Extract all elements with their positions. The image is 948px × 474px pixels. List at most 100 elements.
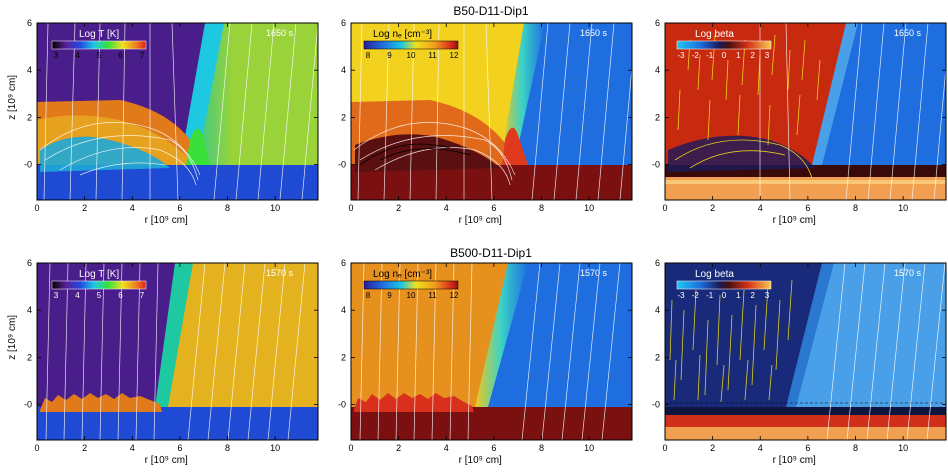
time-label: 1570 s	[580, 268, 608, 278]
x-tick-label: 2	[396, 443, 401, 453]
x-tick-label: 4	[758, 443, 763, 453]
y-tick-label: 4	[655, 305, 660, 315]
x-tick-label: 10	[270, 443, 280, 453]
colorbar-tick-label: 7	[140, 291, 145, 300]
colorbar-tick-label: 7	[140, 51, 145, 60]
y-tick-label: 2	[655, 112, 660, 122]
x-tick-label: 8	[853, 443, 858, 453]
colorbar-title: Log nₑ [cm⁻³]	[373, 29, 432, 40]
row-title-2: B500-D11-Dip1	[450, 246, 532, 260]
colorbar-tick-label: 1	[736, 51, 741, 60]
x-tick-label: 8	[539, 203, 544, 213]
colorbar-row2-density: Log nₑ [cm⁻³] 8 9 10 11 12	[363, 269, 459, 300]
y-tick-label: 4	[341, 305, 346, 315]
x-tick-label: 6	[805, 203, 810, 213]
x-tick-label: 2	[710, 203, 715, 213]
colorbar-title: Log nₑ [cm⁻³]	[373, 269, 432, 280]
x-tick-label: 10	[584, 203, 594, 213]
colorbar-tick-label: -2	[692, 51, 700, 60]
colorbar-tick-label: 10	[407, 51, 416, 60]
colorbar-row2-temperature: Log T [K] 3 4 5 6 7	[51, 269, 147, 300]
y-tick-label: -0	[652, 160, 660, 170]
plot-frame	[36, 22, 319, 201]
x-tick-label: 8	[853, 203, 858, 213]
colorbar-tick-label: 11	[428, 291, 437, 300]
colorbar-tick-label: 0	[722, 51, 727, 60]
x-tick-label: 10	[898, 443, 908, 453]
x-tick-label: 8	[225, 203, 230, 213]
x-tick-label: 8	[225, 443, 230, 453]
colorbar-tick-label: 3	[765, 51, 770, 60]
colorbar-tick-label: 12	[450, 51, 459, 60]
x-tick-label: 2	[710, 443, 715, 453]
x-tick-label: 4	[444, 443, 449, 453]
colorbar-tick-label: 5	[97, 51, 102, 60]
colorbar-tick-label: 2	[750, 291, 755, 300]
y-tick-label: 2	[341, 352, 346, 362]
colorbar-row2-beta: Log beta -3 -2 -1 0 1 2 3	[676, 269, 772, 300]
time-label: 1570 s	[894, 268, 922, 278]
colorbar-tick-label: 8	[366, 291, 371, 300]
x-tick-label: 6	[805, 443, 810, 453]
y-tick-label: 2	[655, 352, 660, 362]
time-label: 1570 s	[266, 268, 294, 278]
y-tick-label: 6	[655, 258, 660, 268]
x-tick-label: 2	[82, 203, 87, 213]
colorbar-tick-label: -2	[692, 291, 700, 300]
panel-row1-temperature	[37, 23, 318, 200]
x-tick-label: 2	[82, 443, 87, 453]
x-tick-label: 0	[34, 203, 39, 213]
y-tick-label: 2	[341, 112, 346, 122]
panel-row1-beta	[665, 23, 946, 200]
colorbar-tick-label: 5	[97, 291, 102, 300]
x-tick-label: 0	[34, 443, 39, 453]
x-tick-label: 6	[491, 443, 496, 453]
x-tick-label: 6	[177, 203, 182, 213]
x-axis-label: r [10⁹ cm]	[145, 215, 188, 226]
time-label: 1650 s	[894, 28, 922, 38]
y-tick-label: -0	[338, 160, 346, 170]
y-tick-label: 6	[341, 18, 346, 28]
x-tick-label: 4	[444, 203, 449, 213]
y-tick-label: -0	[652, 400, 660, 410]
plot-frame	[350, 262, 633, 441]
y-axis-label: z [10⁹ cm]	[7, 315, 18, 360]
colorbar-tick-label: 6	[118, 51, 123, 60]
x-tick-label: 6	[491, 203, 496, 213]
y-tick-label: 6	[341, 258, 346, 268]
plot-frame	[350, 22, 633, 201]
x-tick-label: 2	[396, 203, 401, 213]
colorbar-tick-label: 1	[736, 291, 741, 300]
panel-row2-density	[351, 263, 632, 440]
colorbar-tick-label: 3	[765, 291, 770, 300]
x-axis-label: r [10⁹ cm]	[459, 215, 502, 226]
x-tick-label: 10	[584, 443, 594, 453]
colorbar-row1-density: Log nₑ [cm⁻³] 8 9 10 11 12	[363, 29, 459, 60]
colorbar-row1-beta: Log beta -3 -2 -1 0 1 2 3	[676, 29, 772, 60]
panel-row1-density	[351, 23, 632, 200]
x-tick-label: 6	[177, 443, 182, 453]
colorbar-tick-label: 9	[387, 291, 392, 300]
x-axis-label: r [10⁹ cm]	[773, 455, 816, 466]
colorbar-tick-label: 8	[366, 51, 371, 60]
panel-row2-temperature	[37, 263, 318, 440]
colorbar-tick-label: 10	[407, 291, 416, 300]
x-tick-label: 0	[348, 443, 353, 453]
colorbar-tick-label: 3	[54, 291, 59, 300]
colorbar-tick-label: -3	[677, 51, 685, 60]
colorbar-tick-label: 4	[75, 291, 80, 300]
colorbar-tick-label: -1	[706, 51, 714, 60]
colorbar-tick-label: 12	[450, 291, 459, 300]
y-tick-label: 4	[341, 65, 346, 75]
y-tick-label: 6	[655, 18, 660, 28]
y-tick-label: -0	[338, 400, 346, 410]
x-tick-label: 4	[130, 443, 135, 453]
colorbar-row1-temperature: Log T [K] 3 4 5 6 7	[51, 29, 147, 60]
colorbar-tick-label: 2	[750, 51, 755, 60]
colorbar-tick-label: 11	[428, 51, 437, 60]
colorbar-title: Log beta	[695, 269, 734, 280]
